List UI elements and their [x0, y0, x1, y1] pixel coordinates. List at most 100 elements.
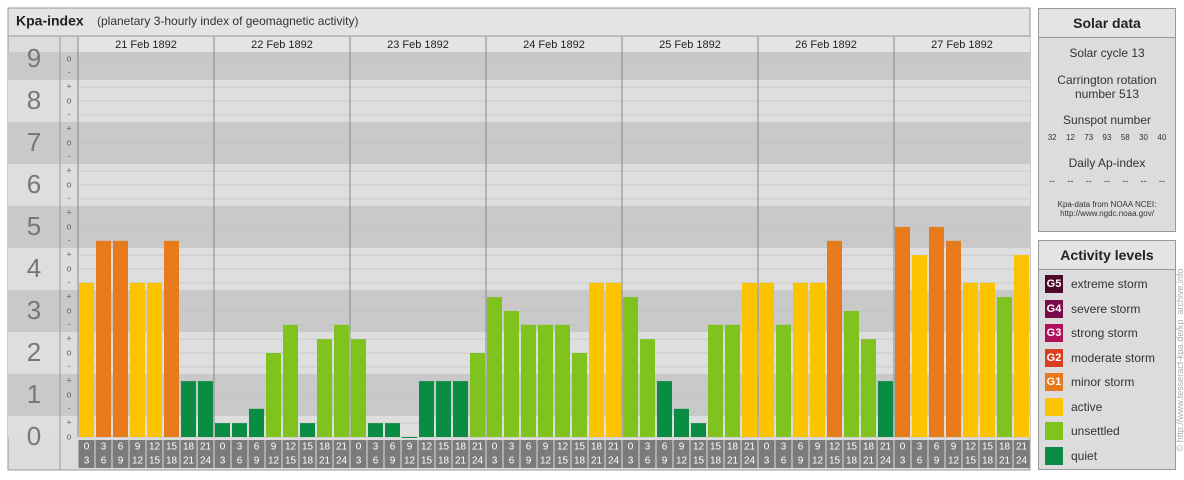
legend-label: unsettled — [1071, 424, 1120, 438]
sunspot-value: 58 — [1120, 133, 1130, 142]
slot-start: 15 — [846, 442, 858, 453]
bar — [708, 324, 723, 437]
slot-end: 3 — [764, 456, 770, 467]
slot-cell — [928, 440, 945, 468]
slot-start: 0 — [764, 442, 770, 453]
minor-tick-label: o — [66, 431, 71, 441]
legend-swatch: G4 — [1045, 299, 1063, 318]
slot-cell — [758, 440, 775, 468]
day-label: 21 Feb 1892 — [115, 39, 177, 51]
slot-end: 6 — [237, 456, 243, 467]
slot-cell — [911, 440, 928, 468]
slot-start: 3 — [237, 442, 243, 453]
y-tick-label: 3 — [27, 295, 41, 325]
legend-label: strong storm — [1071, 326, 1138, 340]
slot-cell — [639, 440, 656, 468]
slot-start: 0 — [492, 442, 498, 453]
slot-end: 18 — [302, 456, 314, 467]
slot-cell — [673, 440, 690, 468]
slot-start: 21 — [608, 442, 620, 453]
slot-end: 12 — [132, 456, 144, 467]
slot-start: 12 — [829, 442, 841, 453]
slot-cell — [163, 440, 180, 468]
slot-cell — [622, 440, 639, 468]
slot-cell — [452, 440, 469, 468]
bar — [351, 339, 366, 437]
bar — [453, 381, 468, 437]
bar — [198, 381, 213, 437]
slot-start: 15 — [438, 442, 450, 453]
y-tick-label: 8 — [27, 85, 41, 115]
bar — [963, 282, 978, 437]
slot-end: 15 — [421, 456, 433, 467]
slot-start: 9 — [543, 442, 549, 453]
slot-start: 6 — [254, 442, 260, 453]
bar — [164, 240, 179, 437]
slot-start: 6 — [118, 442, 124, 453]
bar — [300, 423, 315, 437]
label-band — [8, 80, 78, 122]
sunspot-value: 93 — [1102, 133, 1112, 142]
slot-start: 0 — [628, 442, 634, 453]
sunspot-title: Sunspot number — [1062, 113, 1152, 127]
bar — [674, 408, 689, 437]
minor-tick-label: + — [66, 250, 71, 260]
slot-end: 3 — [492, 456, 498, 467]
slot-start: 0 — [356, 442, 362, 453]
legend-label: minor storm — [1071, 375, 1135, 389]
minor-tick-label: o — [66, 347, 71, 357]
slot-cell — [996, 440, 1013, 468]
slot-start: 9 — [407, 442, 413, 453]
slot-start: 3 — [645, 442, 651, 453]
minor-tick-label: + — [66, 418, 71, 428]
y-tick-label: 5 — [27, 211, 41, 241]
slot-cell — [333, 440, 350, 468]
y-tick-label: 7 — [27, 127, 41, 157]
slot-start: 9 — [951, 442, 957, 453]
minor-tick-label: o — [66, 305, 71, 315]
ap-value: -- — [1049, 176, 1056, 186]
slot-start: 18 — [999, 442, 1011, 453]
slot-end: 18 — [438, 456, 450, 467]
slot-cell — [945, 440, 962, 468]
bar — [283, 324, 298, 437]
label-band — [8, 52, 78, 80]
slot-end: 6 — [781, 456, 787, 467]
legend-item: active — [1045, 397, 1102, 417]
slot-cell — [265, 440, 282, 468]
bar — [980, 282, 995, 437]
sunspot-value: 12 — [1065, 133, 1075, 142]
slot-start: 12 — [421, 442, 433, 453]
slot-start: 3 — [781, 442, 787, 453]
slot-end: 21 — [863, 456, 875, 467]
slot-end: 24 — [472, 456, 484, 467]
slot-end: 18 — [574, 456, 586, 467]
minor-tick-label: + — [66, 124, 71, 134]
slot-end: 15 — [557, 456, 569, 467]
label-band — [8, 122, 78, 164]
slot-start: 21 — [472, 442, 484, 453]
day-label: 25 Feb 1892 — [659, 39, 721, 51]
minor-tick-label: - — [68, 235, 71, 245]
day-label: 24 Feb 1892 — [523, 39, 585, 51]
bar — [759, 282, 774, 437]
slot-cell — [112, 440, 129, 468]
slot-end: 9 — [390, 456, 396, 467]
slot-end: 15 — [149, 456, 161, 467]
bar — [470, 353, 485, 437]
slot-end: 12 — [676, 456, 688, 467]
bar — [929, 227, 944, 437]
slot-end: 18 — [846, 456, 858, 467]
day-label: 26 Feb 1892 — [795, 39, 857, 51]
slot-end: 24 — [744, 456, 756, 467]
slot-cell — [248, 440, 265, 468]
slot-end: 12 — [268, 456, 280, 467]
minor-tick-label: - — [68, 277, 71, 287]
slot-end: 21 — [319, 456, 331, 467]
bar — [827, 240, 842, 437]
slot-start: 12 — [965, 442, 977, 453]
source-url: http://www.ngdc.noaa.gov/ — [1060, 209, 1154, 218]
slot-start: 12 — [149, 442, 161, 453]
y-tick-label: 2 — [27, 337, 41, 367]
bar — [368, 423, 383, 437]
